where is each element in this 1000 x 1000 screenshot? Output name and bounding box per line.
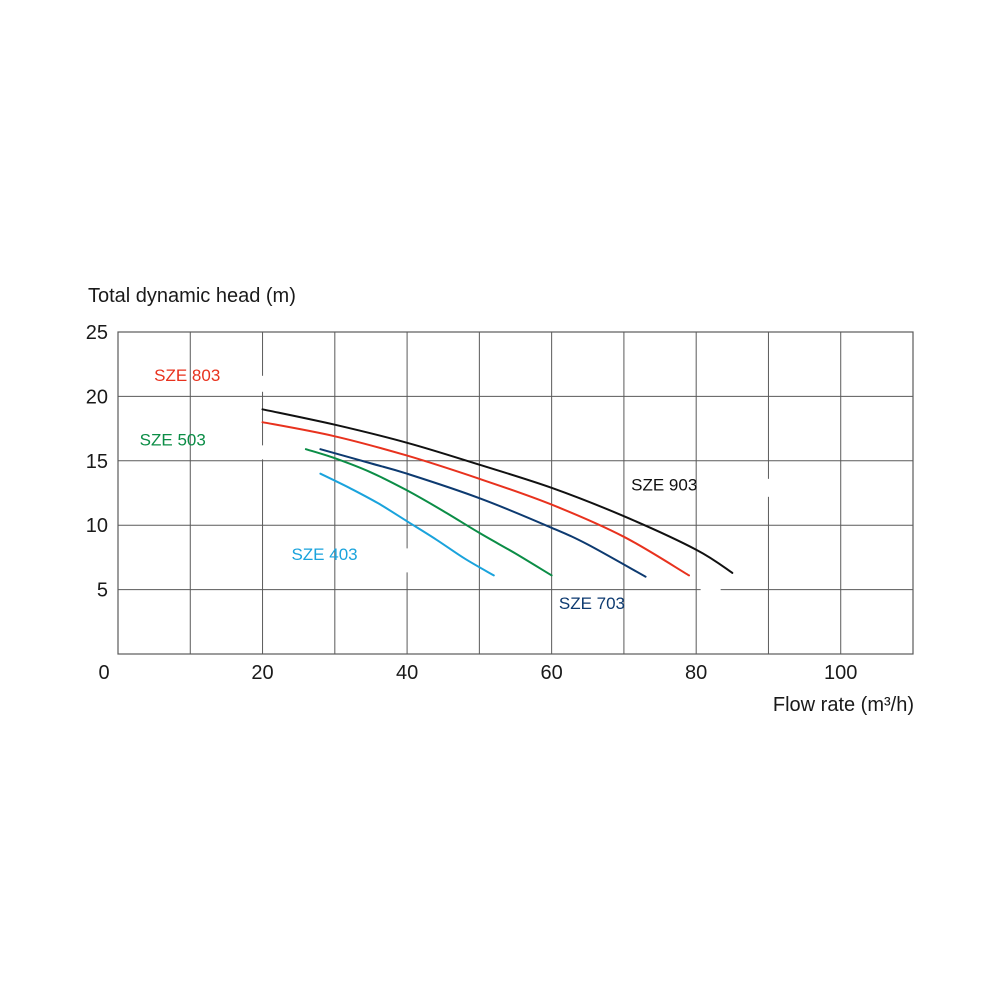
gridline-gap	[700, 585, 721, 592]
performance-curves	[261, 408, 734, 578]
chart-grid	[117, 331, 914, 655]
label-sze-703: SZE 703	[559, 594, 625, 613]
y-tick-label: 25	[86, 322, 108, 344]
y-tick-label: 20	[86, 386, 108, 408]
y-tick-label: 5	[97, 580, 108, 602]
axis-ticks: 0 20 40 60 80 100 5 10 15 20 25	[86, 322, 858, 684]
x-tick-label: 80	[685, 662, 707, 684]
y-tick-label: 10	[86, 515, 108, 537]
x-tick-label: 40	[396, 662, 418, 684]
curve-sze-403	[319, 472, 495, 577]
gridline-gap	[259, 445, 266, 460]
x-tick-label: 60	[541, 662, 563, 684]
label-sze-503: SZE 503	[140, 430, 206, 449]
label-sze-403: SZE 403	[291, 545, 357, 564]
gridline-gap	[259, 375, 266, 392]
plot-frame	[117, 331, 914, 655]
gridline-gap	[404, 548, 411, 573]
x-axis-title: Flow rate (m³/h)	[773, 694, 914, 716]
y-tick-label: 15	[86, 451, 108, 473]
gridline-gap	[765, 478, 772, 497]
curve-sze-803	[261, 421, 690, 577]
x-tick-label: 0	[98, 662, 109, 684]
curve-sze-503	[304, 448, 553, 577]
grid-gaps	[259, 375, 772, 592]
label-sze-903: SZE 903	[631, 475, 697, 494]
curve-sze-903	[261, 408, 734, 574]
x-tick-label: 100	[824, 662, 857, 684]
label-sze-803: SZE 803	[154, 366, 220, 385]
curve-sze-703	[319, 448, 647, 578]
series-labels: SZE 803 SZE 503 SZE 403 SZE 903 SZE 703	[140, 366, 698, 613]
y-axis-title: Total dynamic head (m)	[88, 285, 296, 307]
x-tick-label: 20	[251, 662, 273, 684]
